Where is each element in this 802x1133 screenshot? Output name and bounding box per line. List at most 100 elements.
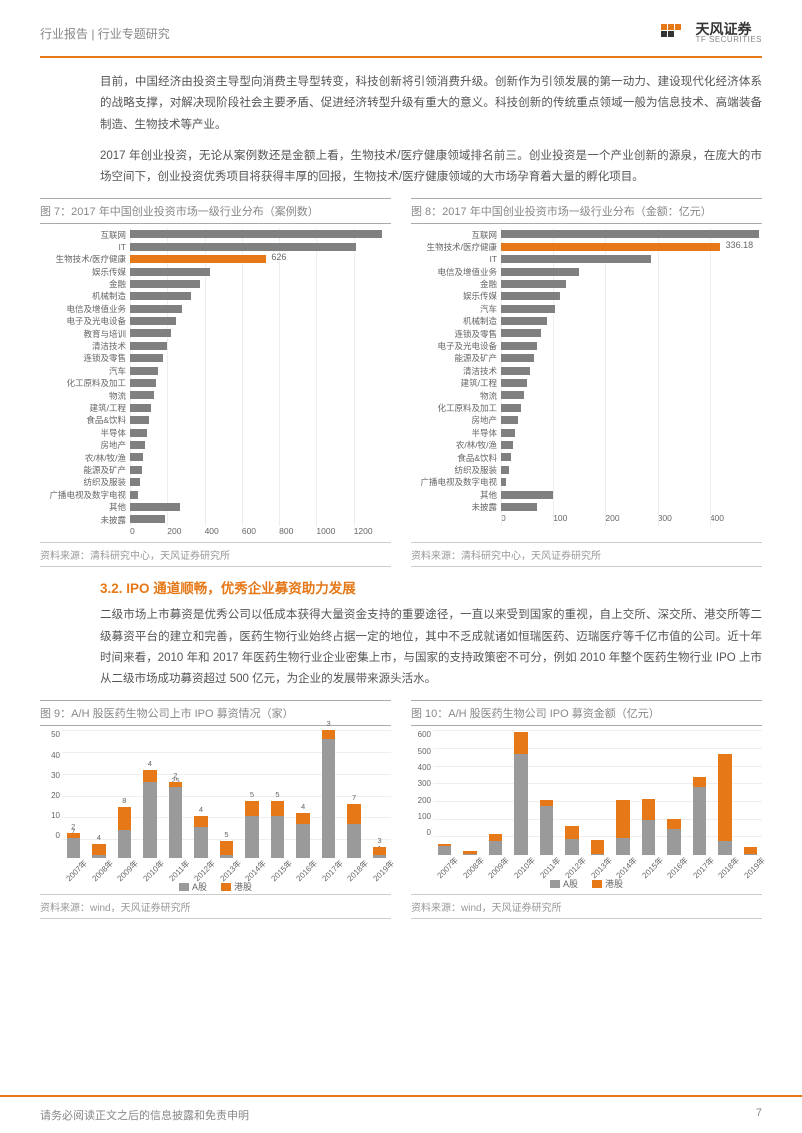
vbar-item: 2011年 xyxy=(535,800,558,856)
vbar-h xyxy=(642,799,656,820)
hbar-label: 广播电视及数字电视 xyxy=(40,489,130,501)
hbar-label: IT xyxy=(40,242,130,252)
hbar-label: 汽车 xyxy=(40,365,130,377)
footer-disclaimer: 请务必阅读正文之后的信息披露和免责申明 xyxy=(40,1107,249,1123)
hbar xyxy=(130,280,200,288)
hbar xyxy=(501,268,579,276)
hbar-label: 纺织及服装 xyxy=(40,476,130,488)
hbar-row: 互联网 xyxy=(411,228,762,240)
chart-9-source: 资料来源：wind，天风证券研究所 xyxy=(40,894,391,919)
vbar-h: 3 xyxy=(322,730,336,739)
vbar-a: 15 xyxy=(245,816,259,859)
vbar-h: 4 xyxy=(296,813,310,824)
vbar-a xyxy=(540,806,554,856)
vbar-a: 12 xyxy=(296,824,310,858)
hbar-label: 农/林/牧/渔 xyxy=(411,439,501,451)
hbar-label: 电子及光电设备 xyxy=(411,340,501,352)
vbar-item: 2007年 xyxy=(433,844,456,856)
vbar-a: 1 xyxy=(220,855,234,858)
hbar-label: 化工原料及加工 xyxy=(40,377,130,389)
vbar-h xyxy=(591,840,605,854)
hbar-label: 食品&饮料 xyxy=(40,414,130,426)
header-divider xyxy=(40,56,762,58)
vbar-a: 15 xyxy=(271,816,285,859)
hbar-label: 农/林/牧/渔 xyxy=(40,452,130,464)
hbar-label: 半导体 xyxy=(40,427,130,439)
legend-a: A股 xyxy=(550,877,578,890)
hbar-label: 房地产 xyxy=(411,414,501,426)
hbar xyxy=(130,466,142,474)
hbar xyxy=(130,329,171,337)
vbar-a xyxy=(616,838,630,856)
hbar-label: 机械制造 xyxy=(411,315,501,327)
vbar-a: 27 xyxy=(143,782,157,859)
vbar-a xyxy=(642,820,656,856)
vbar-a xyxy=(667,829,681,855)
page-header: 行业报告 | 行业专题研究 天风证券 TF SECURITIES xyxy=(0,0,802,56)
vbar-item: 2742010年 xyxy=(139,770,162,858)
hbar-label: 电信及增值业务 xyxy=(40,303,130,315)
hbar xyxy=(501,491,553,499)
hbar xyxy=(501,280,566,288)
hbar xyxy=(130,243,356,251)
hbar-label: 娱乐传媒 xyxy=(40,266,130,278)
vbar-h: 4 xyxy=(143,770,157,781)
vbar-h xyxy=(718,754,732,842)
hbar-row: 其他 xyxy=(40,501,391,513)
hbar-callout: 626 xyxy=(271,252,286,262)
vbar-h: 2 xyxy=(67,833,81,839)
hbar-label: 其他 xyxy=(40,501,130,513)
hbar-label: 半导体 xyxy=(411,427,501,439)
vbar-item: 4232017年 xyxy=(317,730,340,858)
hbar-label: 食品&饮料 xyxy=(411,452,501,464)
vbar-item: 2018年 xyxy=(714,754,737,856)
hbar xyxy=(501,453,511,461)
hbar-label: 教育与培训 xyxy=(40,328,130,340)
vbar-h: 4 xyxy=(194,816,208,827)
hbar-row: 汽车 xyxy=(40,365,391,377)
vbar-h xyxy=(489,834,503,841)
hbar-row: 物流 xyxy=(40,389,391,401)
hbar-label: 房地产 xyxy=(40,439,130,451)
hbar xyxy=(130,342,167,350)
hbar-label: 广播电视及数字电视 xyxy=(411,476,501,488)
vbar-grid xyxy=(433,730,762,837)
vbar-a: 25 xyxy=(169,787,183,858)
hbar xyxy=(501,416,518,424)
hbar-row: 半导体 xyxy=(40,427,391,439)
chart-10-source: 资料来源：wind，天风证券研究所 xyxy=(411,894,762,919)
vbar-a: 42 xyxy=(322,739,336,858)
section-3-2-title: 3.2. IPO 通道顺畅，优秀企业募资助力发展 xyxy=(100,577,762,597)
vbar-a: 11 xyxy=(194,827,208,858)
hbar xyxy=(501,317,547,325)
vbar-item: 2013年 xyxy=(586,840,609,855)
hbar xyxy=(501,354,534,362)
vbar-item: 1142012年 xyxy=(190,816,213,859)
vbar-a: 7 xyxy=(67,838,81,858)
logo-cn: 天风证券 xyxy=(695,22,762,36)
hbar-row: 房地产 xyxy=(40,439,391,451)
hbar xyxy=(501,429,515,437)
hbar xyxy=(501,329,541,337)
legend-a: A股 xyxy=(179,880,207,893)
hbar-row: 金融 xyxy=(411,278,762,290)
vbar-plot: 01020304050722007年142008年1082009年2742010… xyxy=(40,730,391,858)
chart-legend: A股港股 xyxy=(411,877,762,890)
vbar-item: 1552015年 xyxy=(266,801,289,858)
vbar-item: 2019年 xyxy=(739,847,762,855)
hbar-label: 物流 xyxy=(40,390,130,402)
vbar-a: 1 xyxy=(373,855,387,858)
vbar-item: 1552014年 xyxy=(241,801,264,858)
chart-7-source: 资料来源：清科研究中心，天风证券研究所 xyxy=(40,542,391,567)
hbar xyxy=(130,503,180,511)
hbar-row: 教育与培训 xyxy=(40,327,391,339)
hbar-row: 其他 xyxy=(411,489,762,501)
hbar-row: IT xyxy=(411,253,762,265)
hbar-label: 清洁技术 xyxy=(411,365,501,377)
vbar-h xyxy=(540,800,554,806)
hbar-row: 娱乐传媒 xyxy=(411,290,762,302)
hbar-label: 建筑/工程 xyxy=(411,377,501,389)
hbar xyxy=(130,478,140,486)
hbar-row: 生物技术/医疗健康626 xyxy=(40,253,391,265)
hbar-label: 连锁及零售 xyxy=(40,352,130,364)
